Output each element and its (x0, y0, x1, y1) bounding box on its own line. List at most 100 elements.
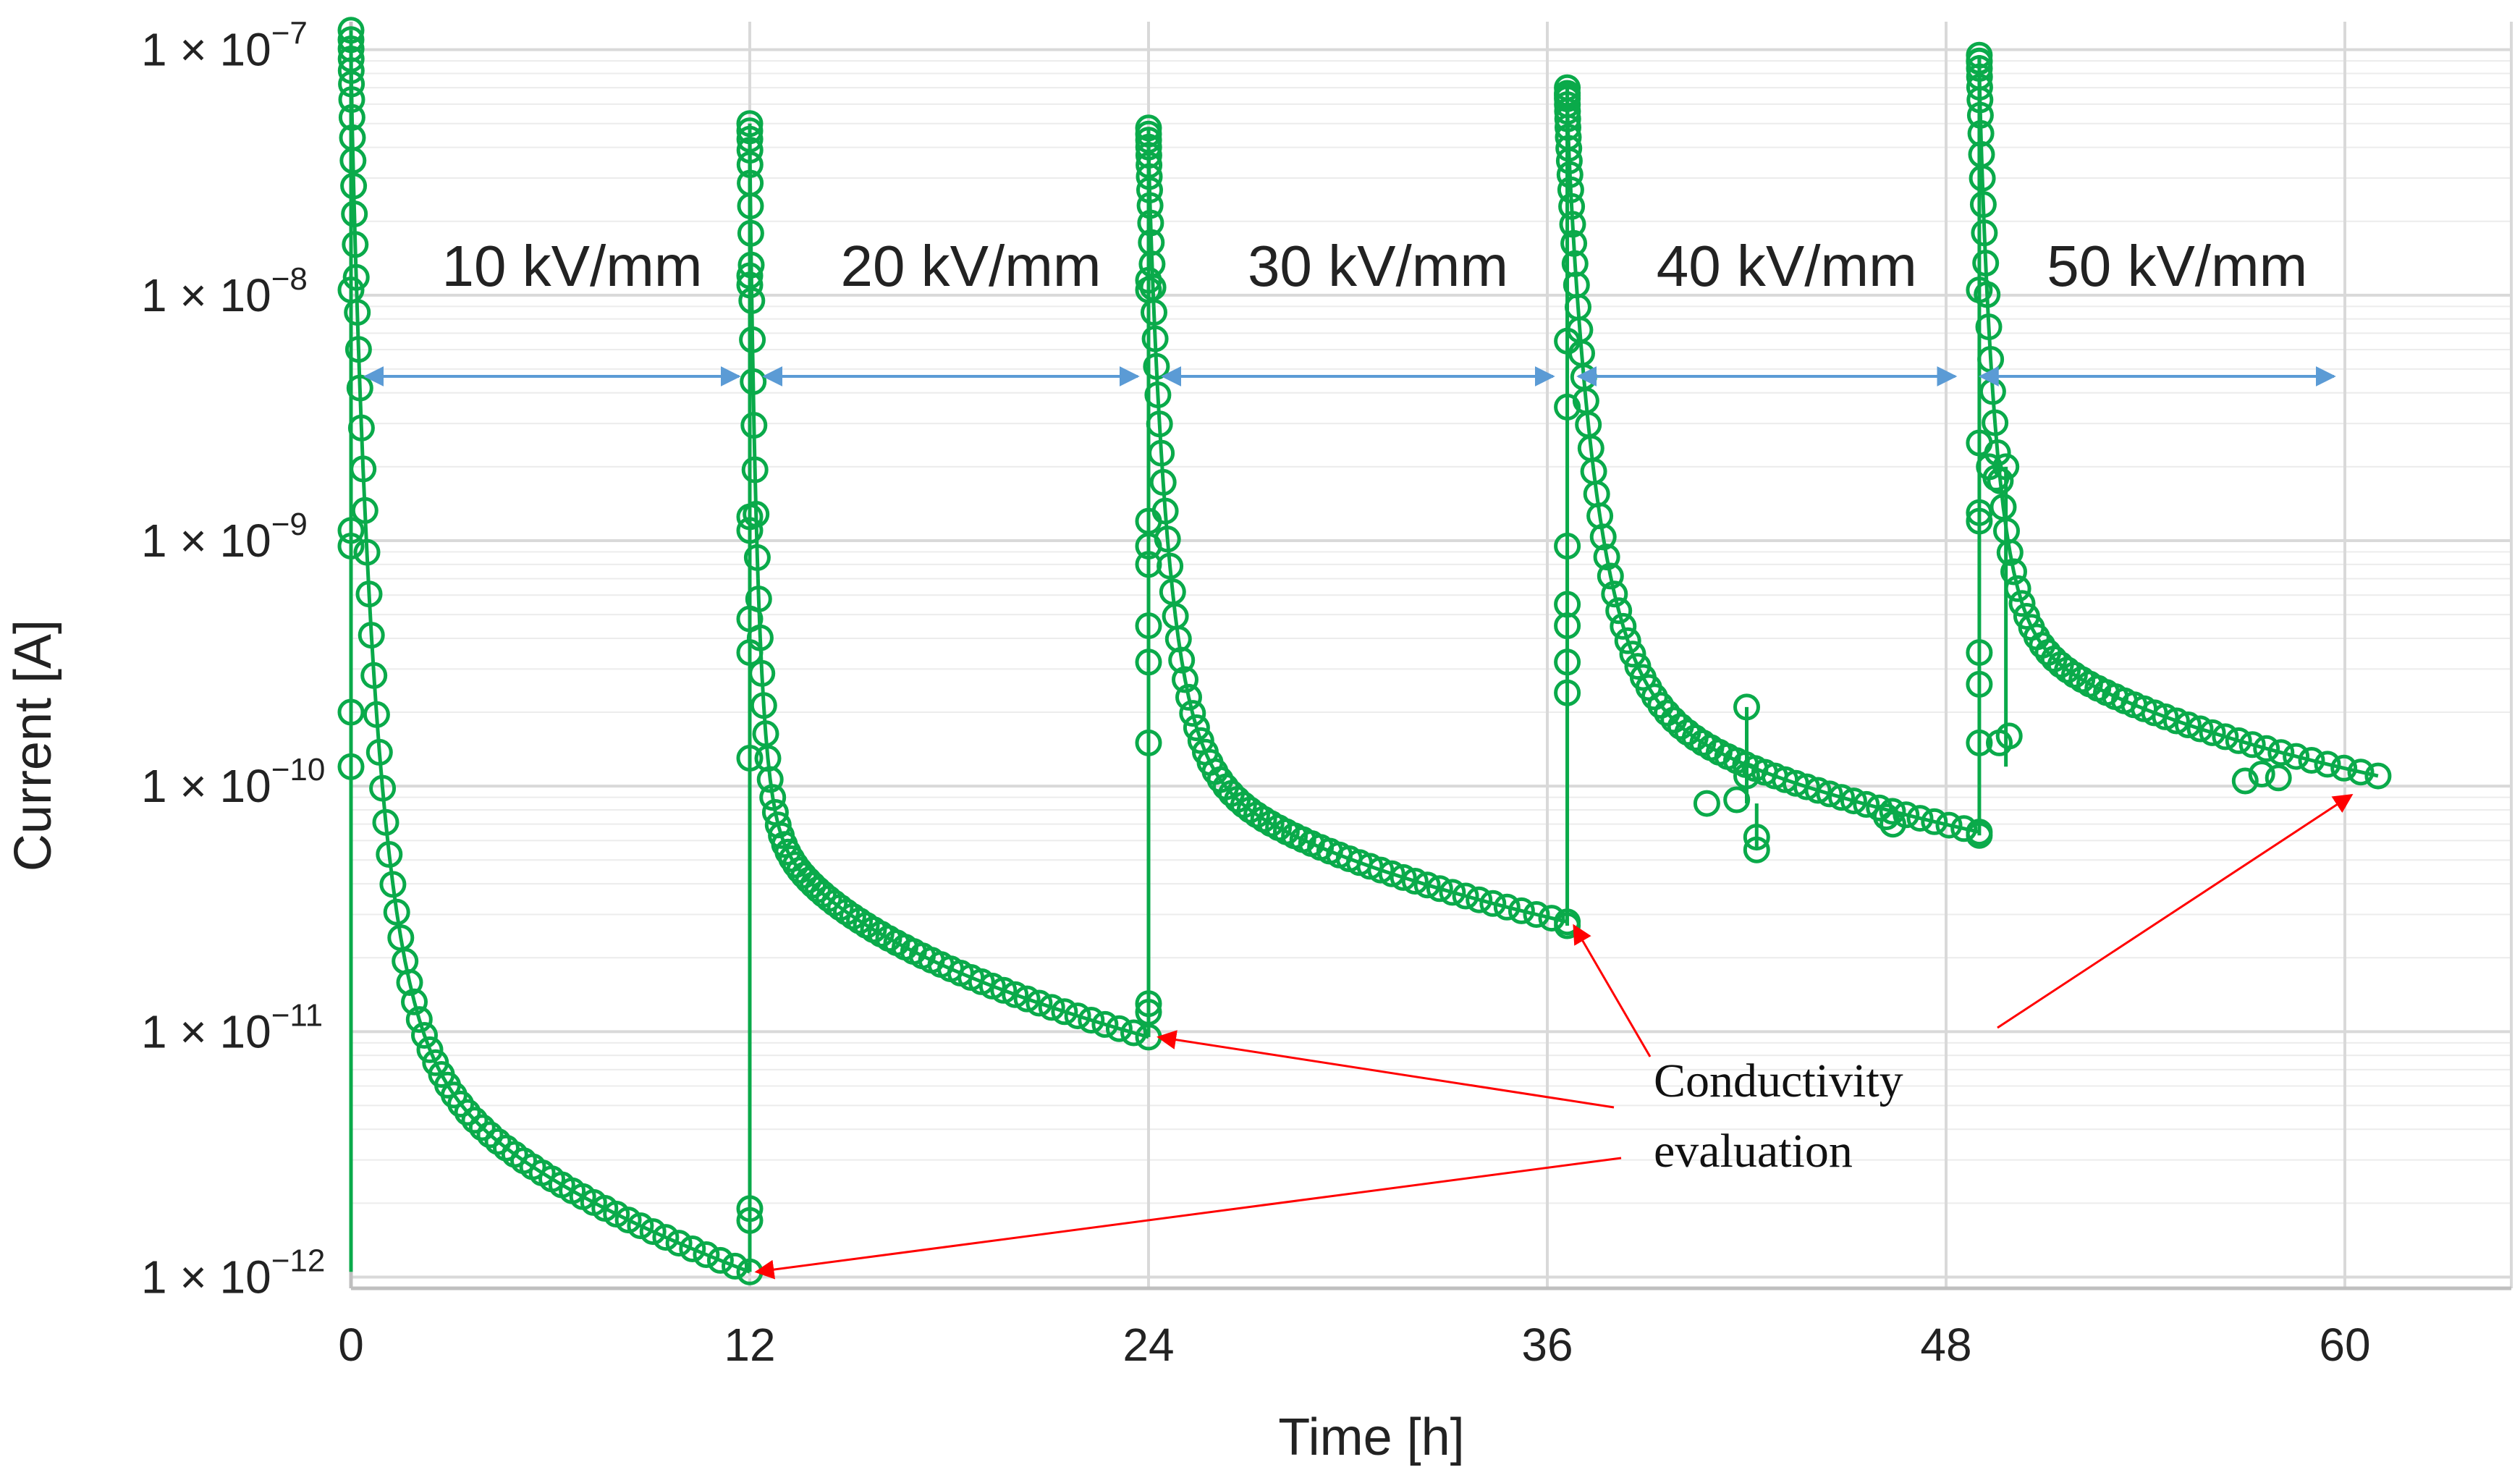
data-point (1078, 1007, 1105, 1034)
data-point (337, 26, 365, 54)
data-point (627, 1212, 654, 1240)
data-point (1995, 722, 2023, 750)
data-point (468, 1114, 496, 1141)
annotation-arrow (1997, 793, 2354, 1029)
data-point (1654, 699, 1680, 727)
field-label: 20 kV/mm (840, 234, 1101, 298)
data-point (1967, 119, 1995, 147)
data-point (736, 137, 764, 164)
data-point (337, 17, 365, 44)
data-point (741, 456, 769, 483)
data-point (736, 262, 764, 290)
data-point (369, 774, 397, 802)
data-point (461, 1107, 489, 1134)
y-tick-label: 1 × 10−9 (141, 507, 308, 567)
data-point (476, 1121, 504, 1149)
data-point (1879, 798, 1906, 825)
data-point (401, 988, 428, 1015)
data-point (1872, 803, 1900, 830)
data-point (1969, 191, 1997, 218)
data-point (342, 231, 369, 258)
x-axis-title: Time [h] (1278, 1408, 1464, 1466)
data-point (2162, 707, 2190, 735)
data-point (358, 622, 385, 649)
data-point (743, 544, 771, 571)
data-point (736, 271, 764, 299)
data-point (1026, 989, 1053, 1017)
y-tick-labels: 1 × 10−7 1 × 10−8 1 × 10−9 1 × 10−10 1 × 10−… (141, 16, 325, 1304)
data-point (363, 701, 390, 728)
data-point (2000, 558, 2027, 586)
data-point (1935, 811, 1963, 839)
field-label: 50 kV/mm (2047, 234, 2307, 298)
data-point (737, 251, 765, 279)
x-tick-label: 60 (2319, 1319, 2370, 1371)
data-point (736, 605, 764, 633)
data-point (1906, 805, 1934, 832)
x-tick-label: 0 (338, 1319, 364, 1371)
annotation-arrow (1157, 1030, 1615, 1109)
data-point (347, 414, 375, 441)
data-point (1840, 787, 1867, 815)
data-point (1966, 47, 1993, 75)
data-point (1647, 692, 1675, 719)
data-point (1597, 562, 1624, 590)
field-label: 10 kV/mm (441, 234, 702, 298)
minor-gridlines (351, 60, 2511, 1289)
data-point (2225, 727, 2252, 754)
data-point (1723, 786, 1751, 814)
data-point (1135, 142, 1162, 169)
data-point (1982, 409, 2009, 436)
data-point (1559, 211, 1586, 238)
data-point (2267, 739, 2295, 766)
data-point (1554, 612, 1581, 640)
data-point (1554, 648, 1581, 676)
data-point (1479, 890, 1507, 917)
data-point (360, 662, 388, 689)
data-point (679, 1235, 706, 1262)
data-point (1555, 147, 1583, 174)
data-point (1971, 219, 1998, 247)
data-point (405, 1006, 433, 1034)
data-point (736, 503, 764, 531)
data-point (337, 517, 365, 544)
data-point (1091, 1010, 1119, 1038)
data-point (2212, 723, 2239, 751)
data-point (1972, 250, 2000, 276)
data-point (1743, 836, 1770, 863)
data-point (2253, 735, 2280, 762)
data-point (337, 276, 365, 304)
series-line (349, 30, 2379, 1274)
data-point (1992, 453, 2020, 481)
annotation-line: Conductivity (1654, 1055, 1903, 1107)
data-point (1439, 879, 1466, 906)
data-point (2004, 575, 2031, 602)
data-point (2174, 711, 2202, 738)
conductivity-annotation: Conductivity evaluation (754, 793, 2354, 1280)
data-point (1966, 429, 1993, 457)
data-point (1149, 468, 1177, 496)
data-point (706, 1246, 734, 1274)
data-point (759, 784, 787, 811)
data-point (1921, 808, 1948, 835)
data-point (1135, 999, 1162, 1026)
data-point (337, 533, 365, 559)
data-point (1002, 981, 1029, 1008)
data-point (350, 455, 377, 483)
field-label: 40 kV/mm (1657, 234, 1917, 298)
data-point (1135, 990, 1162, 1018)
data-point (1966, 639, 1993, 667)
data-point (1804, 777, 1832, 804)
data-point (1136, 151, 1163, 179)
data-point (2364, 762, 2392, 790)
data-point (1950, 815, 1978, 842)
data-point (1390, 863, 1417, 891)
data-point (1733, 762, 1760, 790)
data-point (416, 1036, 444, 1063)
data-point (337, 46, 365, 72)
data-point (1816, 780, 1843, 808)
data-point (344, 336, 372, 363)
data-point (1120, 1019, 1147, 1047)
data-point (1605, 597, 1633, 625)
data-point (1554, 327, 1581, 355)
